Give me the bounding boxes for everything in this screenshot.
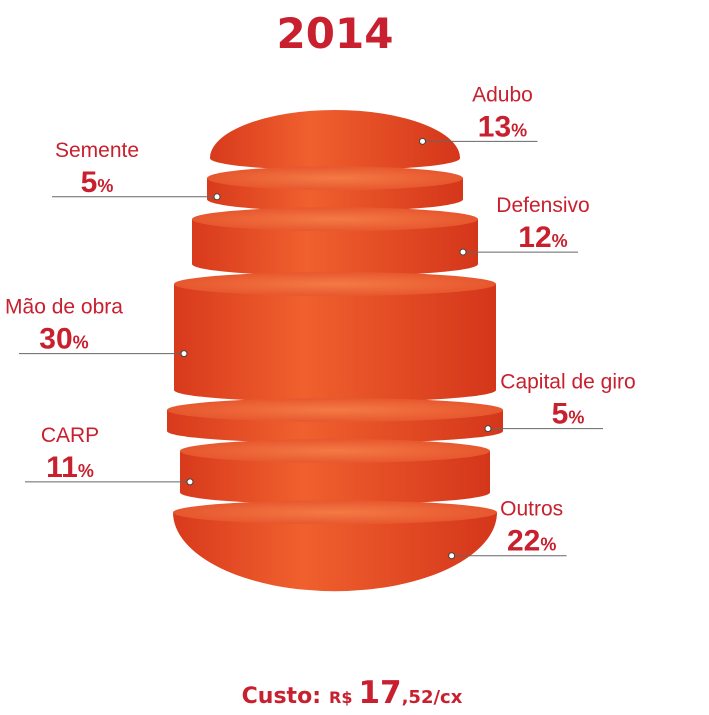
slice-face [167, 398, 503, 422]
leader-dot [187, 479, 193, 485]
slice-face [192, 207, 478, 231]
category-label: Outros [500, 498, 563, 521]
leader-dot [449, 553, 455, 559]
category-label: Adubo [472, 83, 533, 106]
slice-face [180, 439, 490, 463]
category-label: Defensivo [496, 194, 589, 217]
category-label: Semente [55, 139, 139, 162]
chart: 2014 Custo: R$ 17,52/cx Adubo 13% Semente 5% D… [0, 0, 709, 715]
footer-part: Custo: [242, 684, 321, 709]
value-label: 22% [507, 525, 556, 558]
leader-dot [181, 351, 187, 357]
value-label: 30% [39, 323, 88, 356]
footer-part: ,52/cx [402, 687, 463, 708]
slice-face [174, 272, 496, 296]
footer-part: 17 [358, 675, 401, 711]
category-label: Mão de obra [5, 296, 123, 319]
leader-dot [420, 138, 426, 144]
leader-dot [485, 426, 491, 432]
chart-title: 2014 [277, 9, 394, 58]
slice-face [207, 166, 463, 190]
category-label: CARP [41, 424, 99, 447]
value-label: 13% [478, 110, 527, 143]
value-label: 11% [46, 451, 94, 484]
slice-face [173, 500, 497, 524]
value-label: 5% [81, 166, 114, 199]
slice [174, 284, 496, 402]
value-label: 5% [552, 398, 585, 431]
category-label: Capital de giro [500, 371, 635, 394]
leader-dot [214, 194, 220, 200]
footer-part: R$ [329, 688, 352, 707]
footer: Custo: R$ 17,52/cx [242, 675, 463, 711]
leader-dot [460, 249, 466, 255]
value-label: 12% [518, 221, 567, 254]
